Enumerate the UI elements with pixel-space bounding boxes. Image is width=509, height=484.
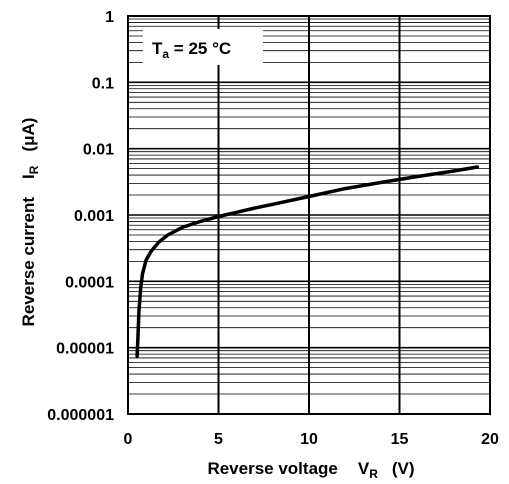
y-tick-label: 1 — [105, 9, 114, 26]
annotation-value: = 25 °C — [169, 39, 231, 58]
annotation-box — [143, 29, 263, 65]
x-axis-symbol: V — [358, 459, 370, 478]
x-axis-subscript: R — [369, 467, 378, 481]
annotation-symbol: T — [152, 39, 163, 58]
x-tick-label: 5 — [214, 431, 223, 448]
x-axis-text: Reverse voltage — [207, 459, 337, 478]
y-tick-label: 0.0001 — [65, 274, 114, 291]
x-tick-label: 15 — [391, 431, 409, 448]
x-tick-label: 0 — [124, 431, 133, 448]
y-tick-label: 0.001 — [74, 208, 114, 225]
y-axis-text: Reverse current — [19, 197, 38, 327]
x-tick-label: 20 — [481, 431, 499, 448]
x-tick-labels: 0 5 10 15 20 — [124, 431, 499, 448]
y-tick-label: 0.1 — [92, 75, 114, 92]
plot-frame — [127, 15, 491, 415]
x-axis-title: Reverse voltage VR (V) — [207, 459, 414, 481]
temperature-annotation: Ta = 25 °C — [143, 29, 263, 65]
y-axis-title: Reverse current IR (μA) — [19, 118, 41, 327]
x-axis-unit: (V) — [392, 459, 415, 478]
y-tick-label: 0.00001 — [56, 341, 114, 358]
y-axis-subscript: R — [27, 165, 41, 174]
y-axis-unit: (μA) — [19, 118, 38, 152]
reverse-current-line — [135, 165, 480, 358]
series-layer — [135, 165, 480, 358]
x-tick-label: 10 — [300, 431, 318, 448]
annotation-text: Ta = 25 °C — [152, 39, 231, 61]
annotation-subscript: a — [162, 47, 169, 61]
grid-layer — [128, 16, 490, 414]
y-tick-label: 0.000001 — [47, 407, 114, 424]
y-tick-labels: 1 0.1 0.01 0.001 0.0001 0.00001 0.000001 — [47, 9, 114, 424]
y-tick-label: 0.01 — [83, 142, 114, 159]
y-axis-symbol: I — [19, 174, 38, 179]
